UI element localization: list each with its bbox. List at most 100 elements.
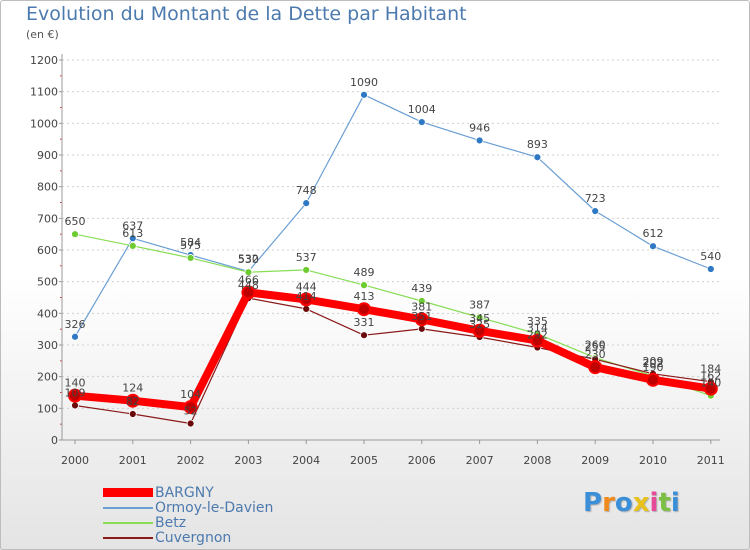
- x-tick-label: 2011: [697, 454, 725, 467]
- data-label: 612: [643, 227, 664, 240]
- logo-letter: t: [658, 488, 671, 518]
- data-point: [533, 153, 542, 162]
- data-point: [302, 304, 311, 313]
- data-label: 52: [184, 405, 198, 418]
- data-point: [128, 241, 137, 250]
- data-label: 748: [296, 184, 317, 197]
- data-point: [703, 381, 718, 396]
- data-point: [475, 313, 484, 322]
- data-label: 335: [527, 315, 548, 328]
- data-point: [186, 419, 195, 428]
- data-point: [360, 331, 368, 340]
- x-tick-label: 2009: [581, 454, 609, 467]
- data-label: 190: [643, 361, 664, 374]
- data-label: 124: [122, 382, 143, 395]
- data-point: [299, 292, 314, 307]
- x-tick-label: 2007: [466, 454, 494, 467]
- logo-letter: r: [602, 488, 615, 518]
- chart-subtitle: (en €): [26, 28, 59, 41]
- series-line-bargny: [71, 288, 715, 412]
- data-point: [588, 360, 603, 375]
- data-point: [649, 242, 657, 251]
- data-point: [302, 199, 311, 208]
- data-label: 575: [180, 239, 201, 252]
- data-label: 209: [643, 355, 664, 368]
- data-point: [128, 234, 137, 243]
- data-label: 540: [700, 250, 721, 263]
- series-line-betz: [74, 233, 712, 397]
- x-tick-label: 2006: [408, 454, 436, 467]
- x-tick-label: 2001: [119, 454, 147, 467]
- x-tick-label: 2005: [350, 454, 378, 467]
- y-tick-label: 1100: [30, 86, 58, 99]
- x-tick-label: 2002: [177, 454, 205, 467]
- data-point: [530, 333, 545, 348]
- x-tick-label: 2004: [292, 454, 320, 467]
- chart-title: Evolution du Montant de la Dette par Hab…: [26, 3, 467, 25]
- data-label: 637: [122, 219, 143, 232]
- data-label: 140: [65, 377, 86, 390]
- legend-label: Betz: [155, 514, 187, 531]
- data-label: 314: [527, 322, 548, 335]
- legend-label: BARGNY: [155, 484, 214, 501]
- data-label: 104: [180, 388, 201, 401]
- data-point: [360, 90, 368, 99]
- legend-item-cuvergnon: Cuvergnon: [103, 530, 273, 545]
- data-label: 387: [469, 298, 490, 311]
- data-point: [128, 410, 137, 418]
- data-point: [302, 266, 311, 274]
- x-tick-label: 2003: [234, 454, 262, 467]
- x-tick-label: 2000: [61, 454, 89, 467]
- legend-swatch-cuvergnon: [103, 536, 153, 539]
- series-line-cuvergnon: [74, 297, 712, 425]
- data-point: [360, 281, 368, 290]
- data-point: [244, 268, 253, 277]
- proxiti-logo: Proxiti: [583, 488, 680, 518]
- data-label: 184: [700, 363, 721, 376]
- data-label: 444: [296, 280, 317, 293]
- data-label: 260: [585, 339, 606, 352]
- data-point: [472, 323, 487, 338]
- data-point: [357, 302, 371, 317]
- data-point: [591, 207, 600, 215]
- data-label: 650: [65, 215, 86, 228]
- legend-item-ormoy: Ormoy-le-Davien: [103, 500, 273, 515]
- y-tick-label: 400: [37, 307, 58, 320]
- data-point: [417, 324, 426, 333]
- legend-swatch-betz: [103, 521, 153, 524]
- data-point: [68, 388, 82, 403]
- data-label: 613: [122, 227, 143, 240]
- y-tick-label: 600: [37, 244, 58, 257]
- logo-letter: o: [614, 488, 633, 518]
- data-label: 489: [354, 266, 375, 279]
- data-label: 82: [126, 395, 140, 408]
- data-point: [241, 285, 256, 300]
- x-tick-label: 2010: [639, 454, 667, 467]
- data-label: 1090: [350, 76, 378, 89]
- data-point: [186, 254, 195, 262]
- legend-label: Ormoy-le-Davien: [155, 499, 274, 516]
- y-tick-label: 0: [51, 434, 58, 447]
- data-label: 381: [411, 300, 432, 313]
- data-label: 723: [585, 192, 606, 205]
- data-label: 140: [700, 377, 721, 390]
- data-label: 448: [238, 279, 259, 292]
- data-label: 946: [469, 121, 490, 134]
- data-point: [183, 400, 198, 415]
- logo-letter: P: [583, 488, 603, 518]
- y-tick-label: 100: [37, 402, 58, 415]
- data-label: 325: [469, 318, 490, 331]
- data-point: [706, 265, 715, 273]
- legend-swatch-bargny: [103, 488, 153, 497]
- data-label: 414: [296, 290, 317, 303]
- data-label: 530: [238, 253, 259, 266]
- data-label: 537: [296, 251, 317, 264]
- data-point: [71, 332, 79, 341]
- data-point: [71, 230, 79, 239]
- data-label: 439: [411, 282, 432, 295]
- y-tick-label: 900: [37, 149, 58, 162]
- data-point: [125, 393, 140, 408]
- data-label: 893: [527, 138, 548, 151]
- y-tick-label: 700: [37, 212, 58, 225]
